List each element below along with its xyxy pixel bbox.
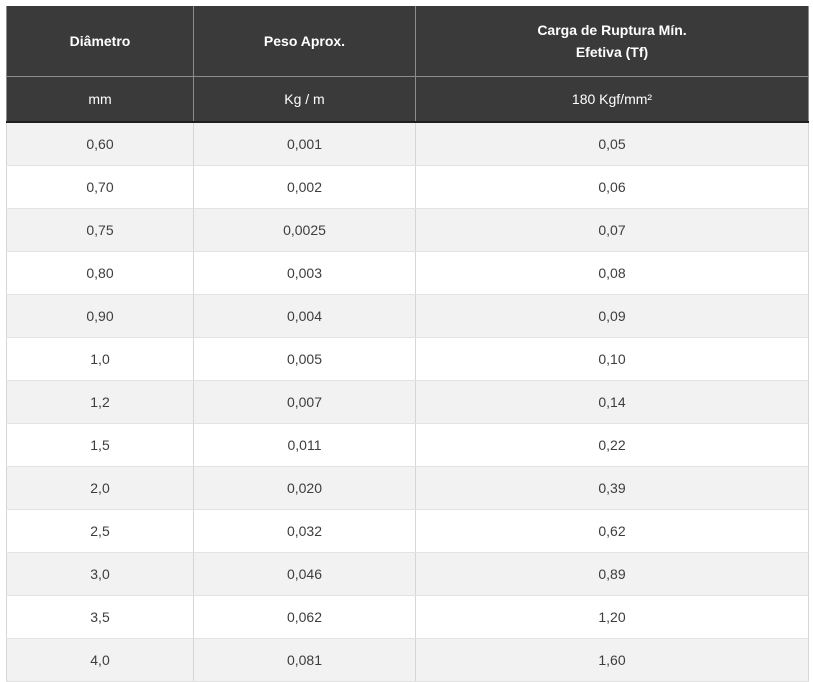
cell-diameter: 0,70 xyxy=(6,165,194,209)
header-weight: Peso Aprox. xyxy=(193,6,416,77)
table-row: 3,0 0,046 0,89 xyxy=(6,552,809,596)
cell-load: 0,06 xyxy=(415,165,809,209)
cell-weight: 0,020 xyxy=(193,466,416,510)
cell-weight: 0,081 xyxy=(193,638,416,682)
table-row: 4,0 0,081 1,60 xyxy=(6,638,809,682)
cell-weight: 0,003 xyxy=(193,251,416,295)
cell-load: 0,39 xyxy=(415,466,809,510)
cell-load: 0,09 xyxy=(415,294,809,338)
cell-load: 0,10 xyxy=(415,337,809,381)
cell-weight: 0,032 xyxy=(193,509,416,553)
cell-weight: 0,002 xyxy=(193,165,416,209)
cell-weight: 0,046 xyxy=(193,552,416,596)
table-body: 0,60 0,001 0,05 0,70 0,002 0,06 0,75 0,0025 0,07… xyxy=(6,122,809,682)
cell-load: 1,20 xyxy=(415,595,809,639)
cell-diameter: 1,5 xyxy=(6,423,194,467)
cell-weight: 0,0025 xyxy=(193,208,416,252)
cell-weight: 0,062 xyxy=(193,595,416,639)
table-row: 0,80 0,003 0,08 xyxy=(6,251,809,295)
cell-weight: 0,011 xyxy=(193,423,416,467)
cell-load: 0,08 xyxy=(415,251,809,295)
unit-weight: Kg / m xyxy=(193,76,416,123)
table-row: 0,60 0,001 0,05 xyxy=(6,122,809,166)
header-row: Diâmetro Peso Aprox. Carga de Ruptura Mí… xyxy=(6,6,809,77)
table-row: 1,2 0,007 0,14 xyxy=(6,380,809,424)
cell-load: 0,62 xyxy=(415,509,809,553)
table-row: 1,0 0,005 0,10 xyxy=(6,337,809,381)
table-row: 2,5 0,032 0,62 xyxy=(6,509,809,553)
cell-diameter: 3,0 xyxy=(6,552,194,596)
cell-load: 0,89 xyxy=(415,552,809,596)
cell-diameter: 2,5 xyxy=(6,509,194,553)
table-row: 0,70 0,002 0,06 xyxy=(6,165,809,209)
cell-load: 0,05 xyxy=(415,122,809,166)
cell-diameter: 0,60 xyxy=(6,122,194,166)
table-row: 0,75 0,0025 0,07 xyxy=(6,208,809,252)
units-row: mm Kg / m 180 Kgf/mm² xyxy=(6,76,809,123)
unit-diameter: mm xyxy=(6,76,194,123)
header-load-line-1: Carga de Ruptura Mín. xyxy=(537,22,687,38)
table-header: Diâmetro Peso Aprox. Carga de Ruptura Mí… xyxy=(6,6,809,123)
spec-table: Diâmetro Peso Aprox. Carga de Ruptura Mí… xyxy=(6,6,809,682)
header-diameter: Diâmetro xyxy=(6,6,194,77)
cell-diameter: 0,80 xyxy=(6,251,194,295)
cell-load: 0,14 xyxy=(415,380,809,424)
header-load: Carga de Ruptura Mín. Efetiva (Tf) xyxy=(415,6,809,77)
table-row: 1,5 0,011 0,22 xyxy=(6,423,809,467)
cell-diameter: 2,0 xyxy=(6,466,194,510)
cell-diameter: 3,5 xyxy=(6,595,194,639)
cell-load: 0,22 xyxy=(415,423,809,467)
unit-load: 180 Kgf/mm² xyxy=(415,76,809,123)
cell-load: 1,60 xyxy=(415,638,809,682)
cell-diameter: 1,0 xyxy=(6,337,194,381)
cell-weight: 0,007 xyxy=(193,380,416,424)
cell-load: 0,07 xyxy=(415,208,809,252)
spec-table-container: Diâmetro Peso Aprox. Carga de Ruptura Mí… xyxy=(6,6,809,682)
cell-weight: 0,005 xyxy=(193,337,416,381)
cell-diameter: 0,90 xyxy=(6,294,194,338)
cell-diameter: 4,0 xyxy=(6,638,194,682)
table-row: 2,0 0,020 0,39 xyxy=(6,466,809,510)
cell-diameter: 1,2 xyxy=(6,380,194,424)
cell-weight: 0,004 xyxy=(193,294,416,338)
table-row: 0,90 0,004 0,09 xyxy=(6,294,809,338)
cell-diameter: 0,75 xyxy=(6,208,194,252)
cell-weight: 0,001 xyxy=(193,122,416,166)
header-load-line-2: Efetiva (Tf) xyxy=(575,44,649,60)
table-row: 3,5 0,062 1,20 xyxy=(6,595,809,639)
